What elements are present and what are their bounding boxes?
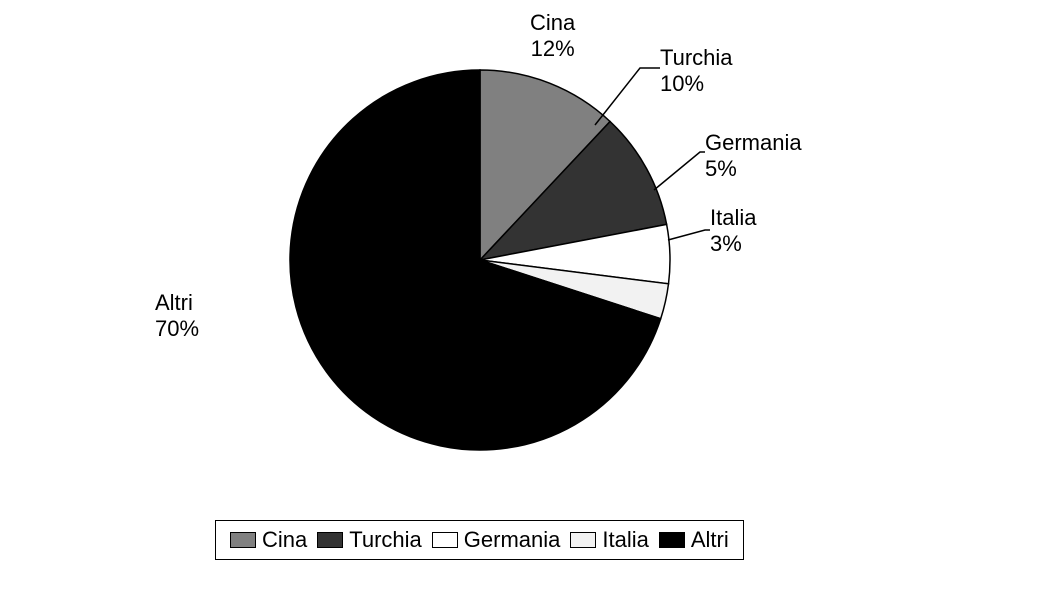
legend-label: Altri <box>691 527 729 553</box>
pie-chart-container: Cina 12% Turchia 10% Germania 5% Italia … <box>0 0 1052 591</box>
slice-percent: 10% <box>660 71 704 96</box>
slice-percent: 5% <box>705 156 737 181</box>
legend-label: Germania <box>464 527 561 553</box>
legend-swatch <box>570 532 596 548</box>
slice-name: Germania <box>705 130 802 155</box>
legend-item-turchia: Turchia <box>317 527 422 553</box>
slice-label-italia: Italia 3% <box>710 205 756 258</box>
slice-percent: 12% <box>531 36 575 61</box>
legend-label: Turchia <box>349 527 422 553</box>
legend-swatch <box>230 532 256 548</box>
slice-label-altri: Altri 70% <box>155 290 199 343</box>
legend: Cina Turchia Germania Italia Altri <box>215 520 744 560</box>
legend-label: Italia <box>602 527 648 553</box>
legend-swatch <box>317 532 343 548</box>
slice-name: Altri <box>155 290 193 315</box>
slice-label-turchia: Turchia 10% <box>660 45 733 98</box>
legend-swatch <box>432 532 458 548</box>
legend-item-germania: Germania <box>432 527 561 553</box>
legend-swatch <box>659 532 685 548</box>
slice-percent: 70% <box>155 316 199 341</box>
legend-item-altri: Altri <box>659 527 729 553</box>
slice-label-germania: Germania 5% <box>705 130 802 183</box>
slice-name: Turchia <box>660 45 733 70</box>
slice-name: Italia <box>710 205 756 230</box>
legend-item-cina: Cina <box>230 527 307 553</box>
slice-name: Cina <box>530 10 575 35</box>
slice-label-cina: Cina 12% <box>530 10 575 63</box>
legend-item-italia: Italia <box>570 527 648 553</box>
pie-chart <box>280 60 680 460</box>
slice-percent: 3% <box>710 231 742 256</box>
legend-label: Cina <box>262 527 307 553</box>
